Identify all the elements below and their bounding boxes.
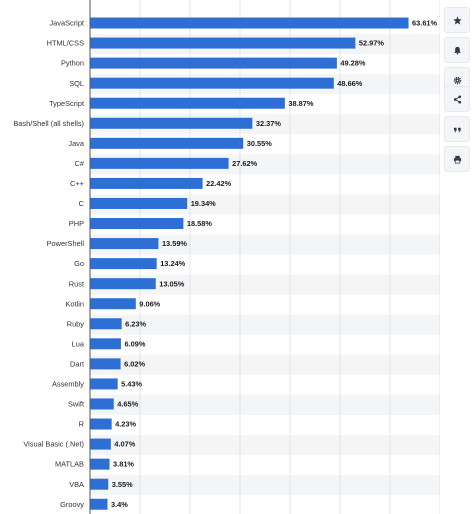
row-band [90,394,440,415]
row-band [90,435,440,456]
category-label: Swift [68,400,84,409]
category-label: PHP [69,219,84,228]
bar[interactable] [90,418,112,430]
category-label: C++ [70,179,84,188]
bar[interactable] [90,458,110,470]
category-label: Kotlin [66,299,85,308]
category-label: Dart [70,359,84,368]
category-label: JavaScript [49,19,84,28]
share-icon [453,94,461,104]
value-label: 3.55% [112,480,133,489]
category-label: Go [74,259,84,268]
bar[interactable] [90,318,122,330]
category-label: Groovy [60,500,84,509]
bar[interactable] [90,57,337,69]
value-label: 49.28% [340,59,365,68]
value-label: 19.34% [191,199,216,208]
value-label: 3.4% [111,500,128,509]
print-button[interactable] [444,146,470,172]
bar[interactable] [90,218,184,230]
category-label: Python [61,59,84,68]
row-band [90,314,440,335]
quote-icon [453,127,461,132]
value-label: 52.97% [359,39,384,48]
cite-button[interactable] [444,116,470,142]
print-icon [453,155,461,163]
category-label: PowerShell [47,239,85,248]
row-band [90,274,440,295]
value-label: 13.05% [159,279,184,288]
value-label: 6.02% [124,359,145,368]
bar[interactable] [90,438,111,450]
bar[interactable] [90,478,109,490]
value-label: 32.37% [256,119,281,128]
gear-icon [453,76,461,84]
row-band [90,234,440,255]
bar[interactable] [90,378,118,390]
category-label: Java [68,139,85,148]
bar[interactable] [90,37,356,49]
value-label: 6.23% [125,319,146,328]
category-label: R [79,420,84,429]
category-label: Visual Basic (.Net) [23,440,84,449]
row-bands [90,34,440,496]
share-button[interactable] [444,86,470,112]
bar[interactable] [90,137,244,149]
value-label: 4.65% [117,400,138,409]
category-label: VBA [69,480,84,489]
bar[interactable] [90,498,108,510]
value-label: 5.43% [121,380,142,389]
bar[interactable] [90,298,136,310]
bar[interactable] [90,278,156,290]
value-label: 22.42% [206,179,231,188]
value-label: 4.07% [114,440,135,449]
favorite-button[interactable] [444,7,470,33]
bar[interactable] [90,197,188,209]
value-label: 3.81% [113,460,134,469]
notification-button[interactable] [444,37,470,63]
category-labels: JavaScript HTML/CSS Python SQL TypeScript Bas… [13,19,85,509]
bar[interactable] [90,177,203,189]
row-band [90,475,440,496]
bar[interactable] [90,117,253,129]
bar[interactable] [90,77,334,89]
bar[interactable] [90,157,229,169]
category-label: SQL [69,79,84,88]
star-icon [452,15,462,24]
category-label: MATLAB [55,460,84,469]
value-label: 9.06% [139,299,160,308]
value-label: 6.09% [124,339,145,348]
value-label: 13.59% [162,239,187,248]
category-label: Rust [69,279,84,288]
category-label: HTML/CSS [47,39,84,48]
value-label: 38.87% [288,99,313,108]
value-labels: 63.61% 52.97% 49.28% 48.66% 38.87% 32.37% 30.5… [111,19,438,509]
category-label: C [79,199,85,208]
value-label: 63.61% [412,19,437,28]
bell-icon [453,46,461,55]
category-label: Assembly [52,380,84,389]
category-label: TypeScript [49,99,84,108]
value-label: 18.58% [187,219,212,228]
value-label: 48.66% [337,79,362,88]
bar-chart: JavaScript HTML/CSS Python SQL TypeScript Bas… [13,0,440,514]
value-label: 4.23% [115,420,136,429]
value-label: 13.24% [160,259,185,268]
bar[interactable] [90,338,121,350]
value-label: 30.55% [247,139,272,148]
bar[interactable] [90,258,157,270]
bar[interactable] [90,238,159,250]
bar[interactable] [90,398,114,410]
category-label: Bash/Shell (all shells) [13,119,84,128]
category-label: Ruby [67,319,85,328]
bar[interactable] [90,358,121,370]
sidebar-toolbar [440,0,474,514]
bar[interactable] [90,97,285,109]
bar[interactable] [90,17,409,29]
value-label: 27.62% [232,159,257,168]
row-band [90,354,440,375]
bars [90,17,409,510]
category-label: Lua [72,339,85,348]
category-label: C# [75,159,85,168]
